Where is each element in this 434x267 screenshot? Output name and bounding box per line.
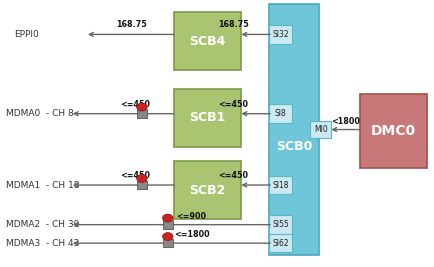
Bar <box>269 25 291 44</box>
Ellipse shape <box>136 103 147 111</box>
Bar <box>269 234 291 252</box>
Text: MDMA1  - CH 18: MDMA1 - CH 18 <box>6 180 79 190</box>
Text: SCB4: SCB4 <box>189 34 225 48</box>
Text: SI8: SI8 <box>274 109 286 118</box>
Bar <box>359 94 426 168</box>
Bar <box>163 221 172 229</box>
Bar <box>163 239 172 248</box>
Text: EPPI0: EPPI0 <box>14 30 39 39</box>
Text: SI55: SI55 <box>272 220 288 229</box>
Text: <=450: <=450 <box>218 171 248 180</box>
Text: 168.75: 168.75 <box>115 20 146 29</box>
Bar <box>137 109 146 118</box>
Text: SI18: SI18 <box>272 180 288 190</box>
Bar <box>269 104 291 123</box>
Text: SCB2: SCB2 <box>189 184 225 197</box>
Bar <box>269 215 291 234</box>
Bar <box>174 89 241 147</box>
Ellipse shape <box>136 174 147 182</box>
Text: MDMA2  - CH 39: MDMA2 - CH 39 <box>6 220 79 229</box>
Bar <box>269 4 318 255</box>
Text: MI0: MI0 <box>313 125 327 134</box>
Text: SI32: SI32 <box>272 30 288 39</box>
Bar <box>174 161 241 219</box>
Text: MDMA0  - CH 8: MDMA0 - CH 8 <box>6 109 73 118</box>
Ellipse shape <box>162 214 173 222</box>
Text: <=450: <=450 <box>120 171 150 180</box>
Text: <=450: <=450 <box>218 100 248 109</box>
Text: <=1800: <=1800 <box>173 230 209 239</box>
Text: SI62: SI62 <box>272 239 288 248</box>
Text: <=900: <=900 <box>176 212 206 221</box>
Text: MDMA3  - CH 43: MDMA3 - CH 43 <box>6 239 79 248</box>
Text: SCB1: SCB1 <box>189 111 225 124</box>
Ellipse shape <box>162 233 173 241</box>
Bar <box>269 176 291 194</box>
Text: <=450: <=450 <box>120 100 150 109</box>
Bar <box>310 121 330 138</box>
Text: DMC0: DMC0 <box>370 124 415 138</box>
Text: SCB0: SCB0 <box>276 140 312 153</box>
Bar <box>174 12 241 70</box>
Text: 168.75: 168.75 <box>218 20 249 29</box>
Bar <box>137 181 146 189</box>
Text: <1800: <1800 <box>331 117 359 125</box>
